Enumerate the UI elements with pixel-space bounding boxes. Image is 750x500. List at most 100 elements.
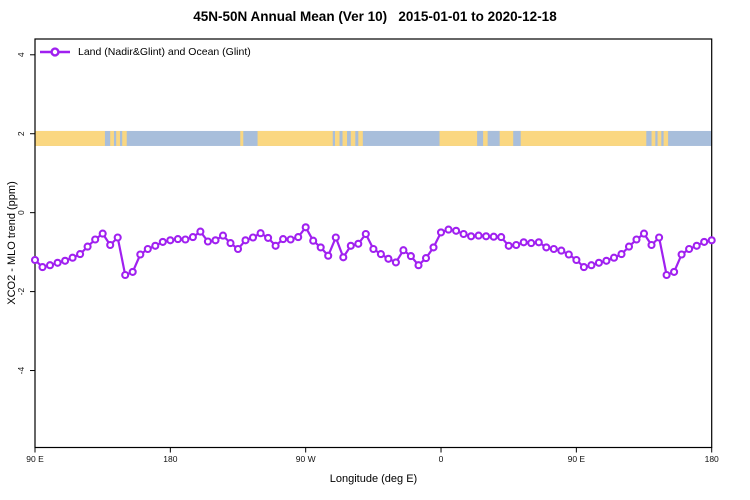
- data-point-marker: [512, 240, 521, 250]
- data-point-marker: [685, 244, 694, 254]
- data-point-marker: [248, 233, 258, 242]
- data-point-marker: [196, 227, 205, 236]
- data-point-marker: [609, 253, 619, 262]
- map-band-water-patch: [477, 130, 484, 146]
- data-point-marker: [391, 258, 400, 267]
- data-point-marker: [264, 233, 273, 242]
- legend-label: Land (Nadir&Glint) and Ocean (Glint): [78, 46, 251, 58]
- data-point-marker: [459, 229, 468, 239]
- data-point-marker: [384, 254, 393, 263]
- data-point-marker: [444, 225, 453, 234]
- data-point-marker: [211, 236, 220, 245]
- data-point-marker: [301, 223, 310, 232]
- legend: Land (Nadir&Glint) and Ocean (Glint): [39, 45, 251, 59]
- data-point-marker: [316, 243, 325, 252]
- map-band-land: [651, 130, 656, 146]
- data-point-marker: [113, 233, 122, 242]
- map-band-land: [439, 130, 647, 146]
- data-point-marker: [504, 241, 513, 250]
- data-point-marker: [339, 253, 348, 262]
- data-point-marker: [256, 229, 265, 238]
- data-point-marker: [572, 255, 581, 265]
- legend-key-marker-icon: [50, 47, 60, 57]
- x-tick-label: 0: [439, 454, 444, 464]
- data-point-marker: [181, 235, 190, 244]
- data-point-marker: [429, 243, 438, 252]
- data-point-marker: [233, 244, 243, 254]
- map-band-land: [240, 130, 244, 146]
- data-point-marker: [579, 263, 588, 272]
- x-tick-label: 90 E: [26, 454, 44, 464]
- data-point-marker: [624, 242, 634, 251]
- data-point-marker: [128, 267, 137, 276]
- x-tick-label: 90 E: [568, 454, 586, 464]
- data-point-marker: [346, 241, 355, 250]
- data-point-marker: [361, 229, 370, 239]
- plot-border: [34, 38, 713, 449]
- data-point-marker: [474, 231, 483, 240]
- x-tick-label: 180: [705, 454, 719, 464]
- data-point-marker: [647, 240, 656, 250]
- data-point-marker: [91, 235, 100, 244]
- data-point-marker: [106, 240, 115, 250]
- data-point-marker: [53, 258, 62, 267]
- data-point-marker: [602, 256, 611, 265]
- data-point-marker: [617, 250, 626, 259]
- data-point-marker: [136, 250, 145, 259]
- map-band-land: [350, 130, 356, 146]
- y-tick-label: 4: [16, 52, 26, 57]
- map-band-land: [35, 130, 105, 146]
- data-point-marker: [279, 235, 288, 244]
- map-band-land: [122, 130, 127, 146]
- data-point-marker: [331, 233, 340, 242]
- data-point-marker: [369, 244, 378, 254]
- y-tick-label: 0: [16, 210, 26, 215]
- data-point-marker: [519, 238, 528, 247]
- data-point-marker: [677, 250, 686, 259]
- data-point-marker: [30, 255, 40, 265]
- data-point-marker: [399, 246, 408, 255]
- data-point-marker: [482, 232, 491, 241]
- data-point-marker: [76, 250, 85, 259]
- data-point-marker: [166, 236, 175, 245]
- data-point-marker: [226, 239, 235, 248]
- data-point-marker: [98, 229, 107, 238]
- data-point-marker: [587, 261, 596, 270]
- y-tick-label: 2: [16, 131, 26, 136]
- data-point-marker: [632, 235, 641, 244]
- data-point-marker: [549, 244, 558, 254]
- map-band-land: [657, 130, 662, 146]
- data-point-marker: [467, 232, 476, 241]
- data-point-marker: [421, 254, 431, 263]
- data-point-marker: [655, 233, 664, 242]
- legend-key-icon: [40, 47, 70, 57]
- data-point-marker: [557, 246, 566, 255]
- data-point-marker: [376, 250, 385, 259]
- map-band-land: [342, 130, 348, 146]
- data-point-marker: [309, 236, 318, 245]
- data-point-marker: [271, 241, 280, 250]
- data-point-marker: [158, 237, 167, 246]
- data-point-marker: [527, 239, 536, 248]
- data-point-marker: [143, 244, 152, 254]
- x-axis-title: Longitude (deg E): [329, 473, 418, 485]
- chart-title: 45N-50N Annual Mean (Ver 10) 2015-01-01 …: [193, 9, 557, 24]
- data-point-marker: [542, 243, 551, 252]
- map-band-land: [663, 130, 669, 146]
- data-point-marker: [294, 233, 303, 242]
- y-axis-title: XCO2 - MLO trend (ppm): [6, 181, 18, 305]
- x-tick-label: 180: [163, 454, 177, 464]
- data-point-marker: [203, 237, 212, 246]
- data-point-marker: [286, 235, 295, 244]
- data-point-marker: [218, 231, 228, 240]
- data-point-marker: [406, 252, 415, 261]
- map-band-land: [257, 130, 333, 146]
- data-point-marker: [670, 267, 679, 276]
- data-point-marker: [83, 242, 92, 251]
- y-tick-label: -2: [16, 288, 26, 296]
- data-point-marker: [564, 250, 573, 259]
- data-point-marker: [594, 258, 603, 267]
- map-band-land: [110, 130, 114, 146]
- map-band-land: [358, 130, 363, 146]
